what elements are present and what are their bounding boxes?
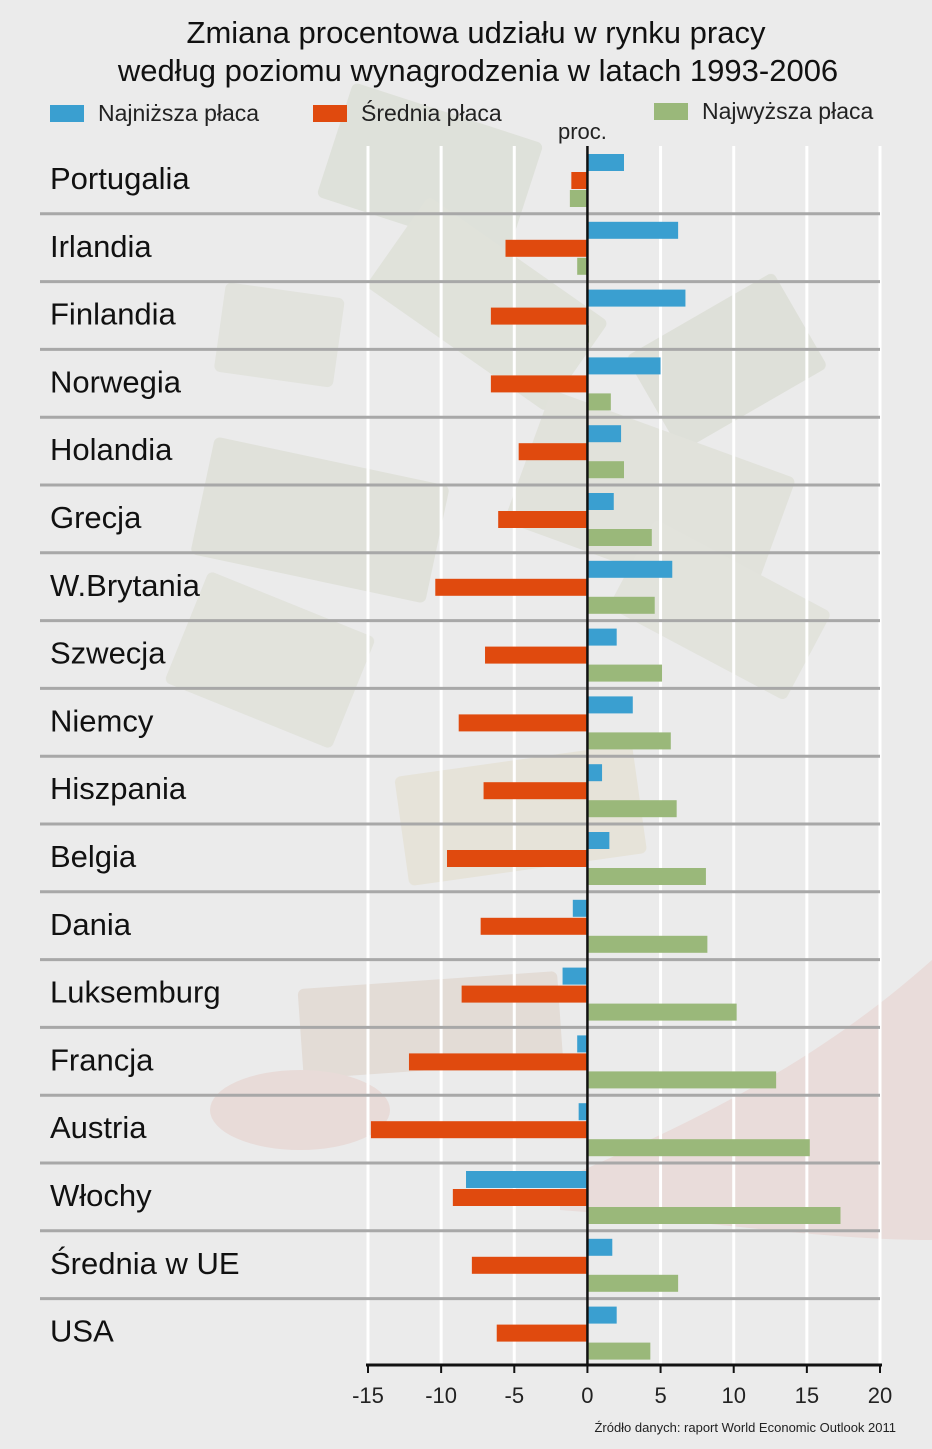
bar-portugalia-najnizsza-placa <box>587 154 624 171</box>
category-label-holandia: Holandia <box>50 432 173 467</box>
bar-hiszpania-najwyzsza-placa <box>587 800 677 818</box>
bar-dania-srednia-placa <box>480 917 588 935</box>
x-tick-label: 5 <box>654 1383 666 1408</box>
bar-francja-najnizsza-placa <box>577 1035 588 1053</box>
bar-luksemburg-najwyzsza-placa <box>587 1003 737 1021</box>
legend-swatch-lowest <box>50 105 84 122</box>
bar-grecja-najnizsza-placa <box>587 493 614 510</box>
bar-wlochy-najwyzsza-placa <box>587 1207 841 1224</box>
source-note: Źródło danych: raport World Economic Out… <box>594 1420 896 1435</box>
bar-dania-najwyzsza-placa <box>587 935 708 953</box>
bar-finlandia-srednia-placa <box>490 307 588 325</box>
category-label-grecja: Grecja <box>50 500 142 535</box>
category-label-w-brytania: W.Brytania <box>50 568 201 603</box>
x-tick-label: 0 <box>581 1383 593 1408</box>
category-label-niemcy: Niemcy <box>50 703 154 738</box>
bar-portugalia-srednia-placa <box>571 172 588 189</box>
bar-norwegia-srednia-placa <box>490 375 588 393</box>
category-label-usa: USA <box>50 1314 114 1349</box>
bar-francja-najwyzsza-placa <box>587 1071 777 1089</box>
chart-title-line-1: Zmiana procentowa udziału w rynku pracy <box>186 15 766 50</box>
chart-title-line-2: według poziomu wynagrodzenia w latach 19… <box>117 53 839 88</box>
bar-francja-srednia-placa <box>408 1053 588 1071</box>
bar-w-brytania-najwyzsza-placa <box>587 596 655 614</box>
x-tick-label: -10 <box>425 1383 457 1408</box>
bar-irlandia-najwyzsza-placa <box>577 257 588 275</box>
bar-szwecja-najnizsza-placa <box>587 628 617 646</box>
category-label-hiszpania: Hiszpania <box>50 771 187 806</box>
legend-item-lowest: Najniższa płaca <box>50 100 259 127</box>
bar-niemcy-najnizsza-placa <box>587 696 633 714</box>
category-label-portugalia: Portugalia <box>50 161 190 196</box>
bar-belgia-srednia-placa <box>446 850 588 867</box>
bar-finlandia-najnizsza-placa <box>587 289 686 307</box>
x-tick-label: -5 <box>505 1383 525 1408</box>
bar-belgia-najnizsza-placa <box>587 832 610 849</box>
legend-item-average: Średnia płaca <box>313 100 502 127</box>
bar-w-brytania-srednia-placa <box>435 578 588 596</box>
bar-usa-najwyzsza-placa <box>587 1342 651 1360</box>
category-label-luksemburg: Luksemburg <box>50 975 221 1010</box>
legend-swatch-highest <box>654 103 688 120</box>
bar-hiszpania-najnizsza-placa <box>587 764 603 782</box>
category-label-wlochy: Włochy <box>50 1178 152 1213</box>
category-label-dania: Dania <box>50 907 132 942</box>
bar-usa-najnizsza-placa <box>587 1306 617 1324</box>
legend-label-lowest: Najniższa płaca <box>98 100 260 126</box>
bar-wlochy-najnizsza-placa <box>466 1171 588 1188</box>
bar-usa-srednia-placa <box>496 1324 588 1342</box>
bar-srednia-w-ue-najwyzsza-placa <box>587 1274 679 1292</box>
category-label-belgia: Belgia <box>50 839 137 874</box>
x-tick-label: 20 <box>868 1383 892 1408</box>
legend-label-highest: Najwyższa płaca <box>702 98 874 124</box>
bar-luksemburg-najnizsza-placa <box>562 967 588 985</box>
bar-norwegia-najnizsza-placa <box>587 357 661 375</box>
legend-swatch-average <box>313 105 347 122</box>
bar-dania-najnizsza-placa <box>572 899 588 917</box>
x-tick-label: 15 <box>795 1383 819 1408</box>
bar-grecja-najwyzsza-placa <box>587 529 652 546</box>
category-label-irlandia: Irlandia <box>50 229 152 264</box>
bar-szwecja-srednia-placa <box>485 646 588 664</box>
bar-portugalia-najwyzsza-placa <box>569 190 588 207</box>
x-tick-label: -15 <box>352 1383 384 1408</box>
category-label-norwegia: Norwegia <box>50 364 182 399</box>
bar-srednia-w-ue-najnizsza-placa <box>587 1238 613 1256</box>
bar-irlandia-srednia-placa <box>505 239 588 257</box>
category-label-srednia-w-ue: Średnia w UE <box>50 1245 240 1281</box>
bar-irlandia-najnizsza-placa <box>587 221 679 239</box>
bar-srednia-w-ue-srednia-placa <box>471 1256 588 1274</box>
bar-luksemburg-srednia-placa <box>461 985 588 1003</box>
bar-grecja-srednia-placa <box>498 511 588 528</box>
bar-belgia-najwyzsza-placa <box>587 868 706 885</box>
category-label-austria: Austria <box>50 1110 147 1145</box>
bar-szwecja-najwyzsza-placa <box>587 664 663 682</box>
bar-holandia-najwyzsza-placa <box>587 461 624 479</box>
legend-item-highest: Najwyższa płaca <box>654 98 873 125</box>
bar-austria-najwyzsza-placa <box>587 1139 810 1157</box>
axis-unit-label: proc. <box>558 119 607 144</box>
category-label-finlandia: Finlandia <box>50 297 177 332</box>
legend-label-average: Średnia płaca <box>361 100 502 126</box>
bar-holandia-najnizsza-placa <box>587 425 622 443</box>
category-label-szwecja: Szwecja <box>50 636 166 671</box>
bar-wlochy-srednia-placa <box>452 1189 588 1206</box>
bar-w-brytania-najnizsza-placa <box>587 560 673 578</box>
bar-holandia-srednia-placa <box>518 443 588 461</box>
category-label-francja: Francja <box>50 1042 154 1077</box>
bar-hiszpania-srednia-placa <box>483 782 588 800</box>
bar-austria-srednia-placa <box>370 1121 588 1139</box>
x-tick-label: 10 <box>721 1383 745 1408</box>
bar-austria-najnizsza-placa <box>578 1103 588 1121</box>
bar-niemcy-srednia-placa <box>458 714 588 732</box>
bar-norwegia-najwyzsza-placa <box>587 393 611 411</box>
bar-niemcy-najwyzsza-placa <box>587 732 671 750</box>
